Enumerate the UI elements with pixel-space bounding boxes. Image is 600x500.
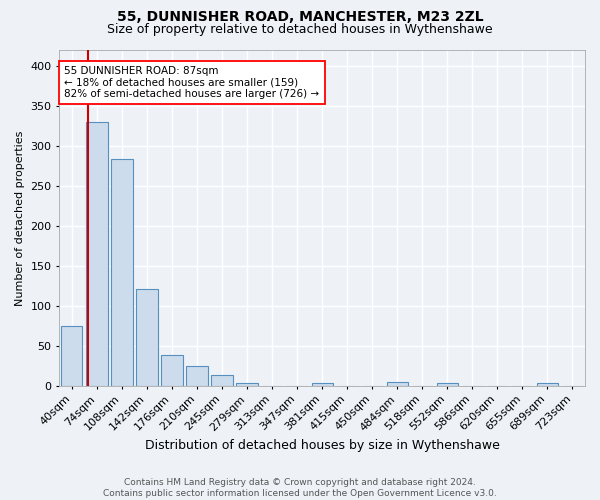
Bar <box>86 122 107 386</box>
Bar <box>537 382 558 386</box>
Bar <box>211 374 233 386</box>
Bar <box>311 382 333 386</box>
Bar <box>111 159 133 386</box>
Text: 55 DUNNISHER ROAD: 87sqm
← 18% of detached houses are smaller (159)
82% of semi-: 55 DUNNISHER ROAD: 87sqm ← 18% of detach… <box>64 66 319 99</box>
Bar <box>386 382 408 386</box>
Bar <box>437 382 458 386</box>
Y-axis label: Number of detached properties: Number of detached properties <box>15 130 25 306</box>
Bar <box>136 289 158 386</box>
Text: 55, DUNNISHER ROAD, MANCHESTER, M23 2ZL: 55, DUNNISHER ROAD, MANCHESTER, M23 2ZL <box>116 10 484 24</box>
Bar <box>236 382 258 386</box>
Bar <box>161 354 182 386</box>
Text: Size of property relative to detached houses in Wythenshawe: Size of property relative to detached ho… <box>107 22 493 36</box>
Bar <box>61 326 82 386</box>
Bar <box>187 366 208 386</box>
X-axis label: Distribution of detached houses by size in Wythenshawe: Distribution of detached houses by size … <box>145 440 500 452</box>
Text: Contains HM Land Registry data © Crown copyright and database right 2024.
Contai: Contains HM Land Registry data © Crown c… <box>103 478 497 498</box>
